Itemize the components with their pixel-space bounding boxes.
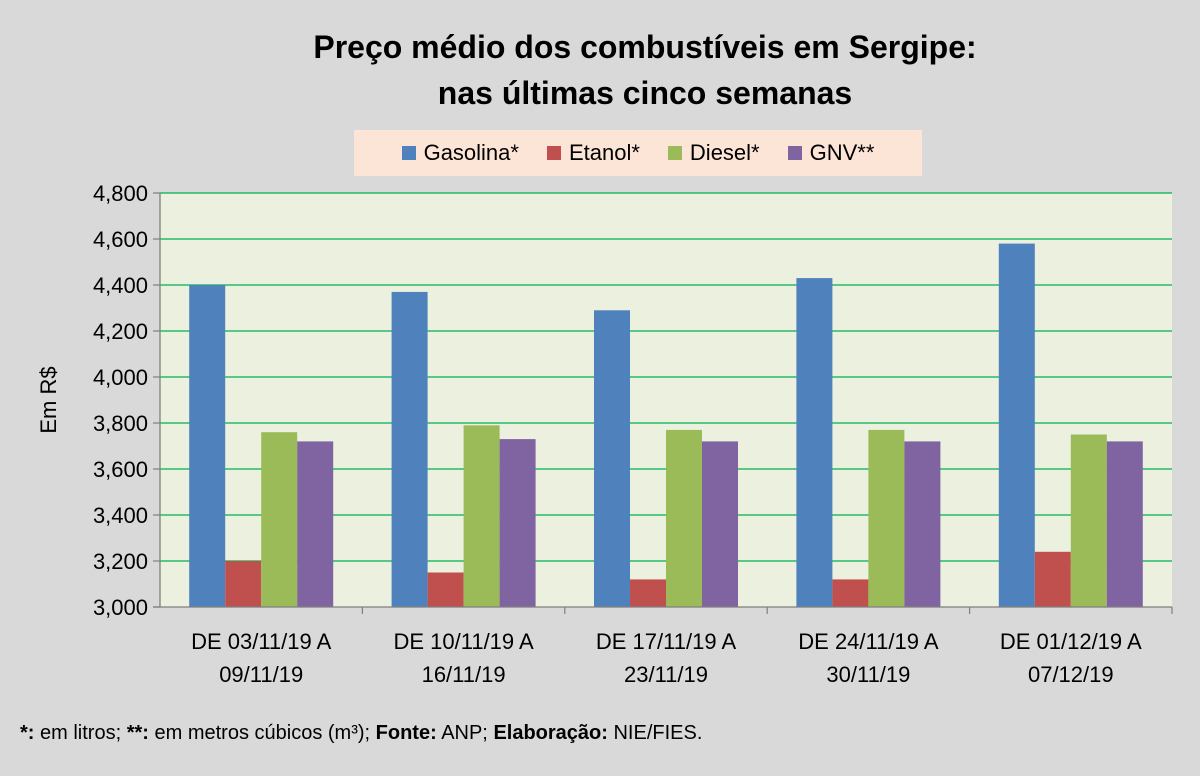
bar-gnv [1106, 441, 1143, 607]
footnote-elaboration: NIE/FIES. [607, 722, 703, 744]
x-tick-label: DE 01/12/19 A [1000, 629, 1142, 654]
bar-gasolina [391, 291, 428, 607]
y-tick-label: 4,200 [93, 319, 148, 344]
y-tick-label: 4,800 [93, 181, 148, 206]
legend-label: Gasolina* [423, 140, 519, 165]
chart-title-line-2: nas últimas cinco semanas [437, 75, 853, 111]
y-tick-label: 4,000 [93, 365, 148, 390]
footnote-mark-1: *: [20, 722, 35, 744]
legend-item: Etanol* [546, 140, 640, 166]
x-tick-label: 23/11/19 [624, 662, 708, 687]
chart-title: Preço médio dos combustíveis em Sergipe:… [0, 24, 1200, 116]
chart-title-line-1: Preço médio dos combustíveis em Sergipe: [313, 29, 977, 65]
legend-swatch [667, 146, 682, 160]
y-tick-label: 3,000 [93, 595, 148, 620]
footnote-text-2: em metros cúbicos (m³); [148, 722, 376, 744]
y-axis-label: Em R$ [36, 366, 61, 433]
legend-swatch [401, 146, 416, 160]
x-tick-label: DE 10/11/19 A [393, 629, 534, 654]
bar-gnv [702, 441, 738, 607]
legend-item: Gasolina* [401, 140, 519, 166]
bar-gnv [499, 439, 536, 607]
bar-diesel [666, 429, 702, 607]
bar-gnv [297, 441, 334, 607]
bar-diesel [463, 425, 500, 607]
legend-swatch [787, 146, 802, 160]
legend-label: Diesel* [689, 140, 760, 165]
bar-etanol [832, 579, 869, 607]
x-tick-label: 30/11/19 [826, 662, 910, 687]
footnote-text-1: em litros; [34, 722, 127, 744]
y-tick-label: 3,400 [93, 503, 148, 528]
legend-item: GNV** [787, 140, 875, 166]
y-tick-labels: 3,000 3,200 3,400 3,600 3,800 4,000 4,200 4,400… [93, 181, 148, 620]
y-tick-label: 3,600 [93, 457, 148, 482]
legend-swatch [546, 146, 561, 160]
x-tick-label: DE 03/11/19 A [191, 629, 332, 654]
x-tick-label: 07/12/19 [1028, 662, 1114, 687]
footnote-mark-2: **: [126, 722, 149, 744]
legend-label: GNV** [809, 140, 875, 165]
footnote-elaboration-label: Elaboração: [493, 722, 608, 744]
bar-diesel [261, 432, 298, 607]
footnote-source-label: Fonte: [375, 722, 437, 744]
bar-etanol [630, 579, 666, 607]
x-tick-label: 09/11/19 [219, 662, 303, 687]
footnote-source: ANP; [436, 722, 494, 744]
bar-diesel [868, 429, 905, 607]
bar-etanol [427, 572, 464, 607]
bar-gasolina [796, 278, 833, 607]
bar-gnv [904, 441, 941, 607]
x-tick-label: 16/11/19 [422, 662, 506, 687]
y-tick-label: 3,200 [93, 549, 148, 574]
x-tick-label: DE 24/11/19 A [798, 629, 939, 654]
axes [153, 193, 1173, 614]
bars [189, 243, 1143, 607]
legend-item: Diesel* [667, 140, 760, 166]
y-tick-label: 4,600 [93, 227, 148, 252]
x-tick-label: DE 17/11/19 A [596, 629, 737, 654]
bar-etanol [225, 561, 262, 607]
bar-diesel [1070, 434, 1107, 607]
bar-gasolina [189, 285, 226, 607]
legend: Gasolina* Etanol* Diesel* GNV** [354, 130, 922, 176]
legend-label: Etanol* [568, 140, 640, 165]
x-tick-labels: DE 03/11/19 A 09/11/19 DE 10/11/19 A 16/11/… [191, 629, 1142, 687]
bar-gasolina [998, 243, 1035, 607]
y-tick-label: 3,800 [93, 411, 148, 436]
bar-gasolina [594, 310, 630, 607]
bar-etanol [1034, 551, 1071, 607]
footnote: *: em litros; **: em metros cúbicos (m³)… [20, 722, 702, 745]
y-tick-label: 4,400 [93, 273, 148, 298]
